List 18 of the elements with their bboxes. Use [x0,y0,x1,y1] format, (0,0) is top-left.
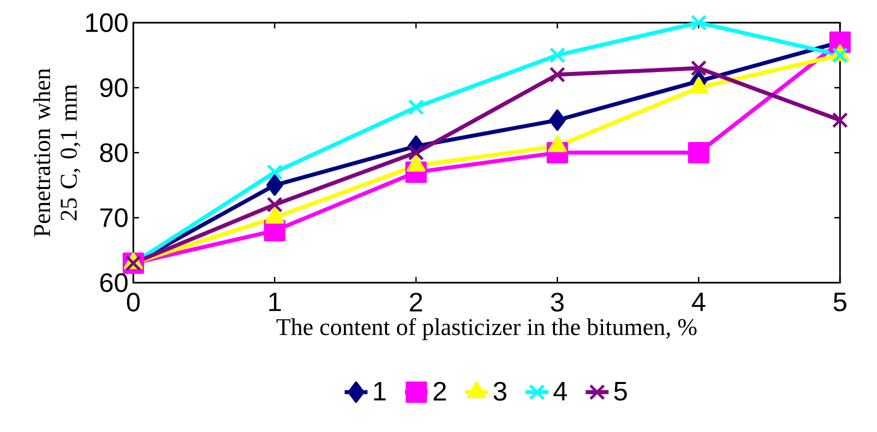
legend-label: 3 [494,382,506,401]
legend-label: 2 [434,382,446,400]
legend-label: 5 [614,382,627,401]
x-axis-title: The content of plasticizer in the bitumen, % [276,318,697,340]
y-axis-title: Penetration when 25 C, 0,1 mm [33,68,80,237]
y-tick-label: 60 [100,273,128,292]
x-tick-label: 0 [126,292,140,312]
x-tick-label: 5 [834,292,846,312]
y-tick-label: 70 [100,208,128,228]
x-tick-label: 2 [410,292,422,312]
x-tick-label: 1 [269,292,281,312]
y-tick-label: 100 [86,13,128,32]
legend-label: 1 [374,382,386,400]
x-tick-label: 3 [550,292,564,312]
y-tick-label: 80 [100,143,128,162]
legend-label: 4 [554,382,567,400]
y-tick-label: 90 [100,78,128,98]
x-tick-label: 4 [692,292,706,312]
